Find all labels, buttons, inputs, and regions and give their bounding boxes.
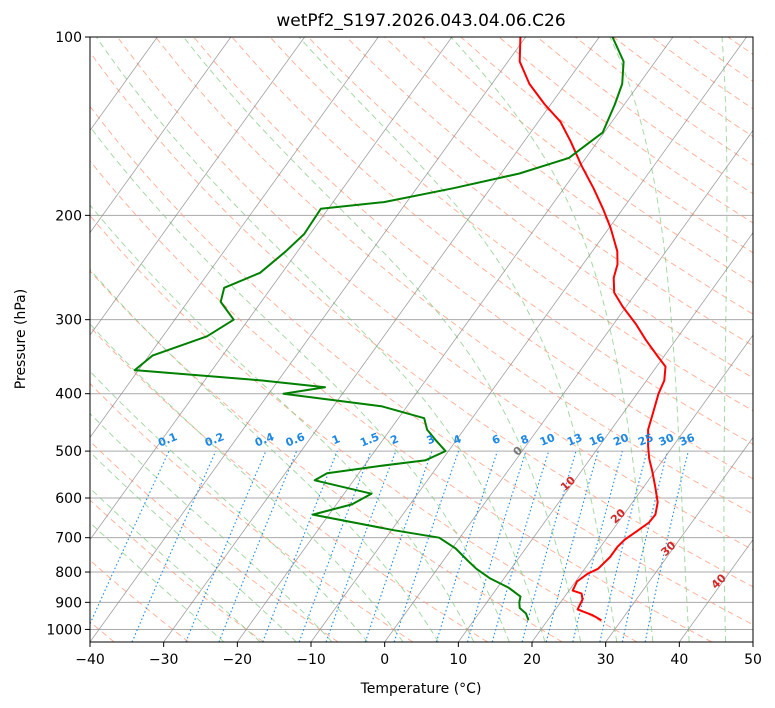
- mixing-ratio-label: 36: [678, 431, 697, 449]
- isotherm-line: [457, 232, 753, 642]
- y-tick-label: 800: [55, 565, 82, 581]
- plot-area: 0.10.20.40.611.52346810131620253036-100-…: [90, 37, 753, 642]
- mixing-ratio-line: [621, 450, 669, 642]
- mixing-ratio-line: [644, 450, 689, 642]
- x-tick-label: −40: [75, 652, 105, 668]
- moist-adiabat: [450, 37, 654, 642]
- moist-adiabat: [90, 370, 369, 642]
- mixing-ratio-line: [218, 450, 298, 642]
- moist-adiabat: [90, 521, 225, 642]
- dry-adiabat: [90, 214, 638, 642]
- dry-adiabat: [155, 37, 753, 515]
- chart-title: wetPf2_S197.2026.043.04.06.C26: [276, 11, 565, 31]
- moist-adiabat: [721, 37, 728, 642]
- mixing-ratio-line: [435, 450, 498, 642]
- isotherm-line: [605, 436, 753, 642]
- mixing-ratio-line: [185, 450, 267, 642]
- x-tick-label: 10: [449, 652, 467, 668]
- mixing-ratio-line: [466, 450, 527, 642]
- y-tick-label: 1000: [46, 622, 82, 638]
- mixing-ratio-line: [364, 450, 433, 642]
- y-tick-label: 100: [55, 30, 82, 46]
- mixing-ratio-label: 1: [330, 432, 342, 447]
- mixing-ratio-line: [262, 450, 338, 642]
- dry-adiabat: [90, 270, 563, 642]
- y-tick-label: 600: [55, 491, 82, 507]
- isotherm-line: [90, 37, 453, 541]
- isotherm-line: [310, 37, 747, 642]
- x-tick-label: 30: [597, 652, 615, 668]
- dry-adiabat: [90, 160, 712, 642]
- mixing-ratio-line: [298, 450, 372, 642]
- mixing-ratio-line: [325, 450, 397, 642]
- profile-series: [133, 37, 667, 622]
- mixing-ratio-line: [545, 450, 599, 642]
- mixing-ratio-label: 2: [389, 432, 401, 447]
- mixing-ratio-label: 10: [538, 431, 557, 449]
- dry-adiabat: [422, 37, 753, 284]
- mixing-ratio-label: 3: [425, 432, 437, 447]
- y-tick-label: 500: [55, 444, 82, 460]
- x-tick-label: 50: [744, 652, 762, 668]
- y-axis-ticks: 100 200 300 400 500 600 700 800 900 1000: [46, 30, 90, 638]
- mixing-ratio-label: 8: [519, 432, 531, 447]
- y-tick-label: 400: [55, 387, 82, 403]
- isotherm-line: [90, 37, 305, 336]
- dry-adiabat: [269, 37, 753, 412]
- y-tick-label: 900: [55, 595, 82, 611]
- x-tick-label: 20: [523, 652, 541, 668]
- x-tick-label: −10: [296, 652, 326, 668]
- dewpoint-profile: [133, 37, 625, 621]
- moist-adiabat: [90, 125, 510, 642]
- dry-adiabat: [90, 105, 753, 626]
- mixing-ratio-label: 16: [587, 431, 606, 449]
- x-tick-label: −20: [223, 652, 253, 668]
- isotherm-line: [90, 37, 232, 234]
- dry-adiabat: [90, 326, 488, 642]
- moist-adiabat: [90, 204, 475, 642]
- mixing-ratio-line: [599, 450, 648, 642]
- mixing-ratio-label: 20: [612, 431, 631, 449]
- temperature-profile: [518, 37, 667, 622]
- isotherm-line: [90, 37, 379, 439]
- dry-adiabat: [231, 37, 753, 445]
- isotherm-line: [163, 37, 600, 642]
- x-axis-label: Temperature (°C): [360, 681, 482, 697]
- skewed-isotherms: [90, 37, 753, 642]
- isotherm-line: [236, 37, 674, 642]
- dry-adiabat: [90, 51, 753, 588]
- plot-frame: [89, 36, 754, 643]
- isotherm-line: [531, 334, 753, 642]
- y-tick-label: 700: [55, 531, 82, 547]
- y-axis-label: Pressure (hPa): [13, 289, 29, 389]
- moist-adiabat: [298, 37, 618, 642]
- isobar-gridlines: [90, 37, 753, 630]
- dry-adiabat: [384, 37, 753, 315]
- mixing-ratio-label: 13: [565, 431, 584, 449]
- moist-adiabat: [609, 37, 690, 642]
- x-tick-label: 40: [670, 652, 688, 668]
- mixing-ratio-label: 30: [657, 431, 676, 449]
- x-axis-ticks: −40 −30 −20 −10 0 10 20 30 40 50: [75, 642, 762, 668]
- moist-adiabat: [90, 451, 297, 642]
- isotherm-line: [678, 538, 753, 642]
- y-tick-label: 300: [55, 313, 82, 329]
- dry-adiabat: [90, 499, 264, 642]
- moist-adiabat: [90, 487, 261, 642]
- mixing-ratio-line: [572, 450, 623, 642]
- moist-adiabat: [90, 268, 439, 642]
- x-tick-label: −30: [149, 652, 179, 668]
- isotherm-line: [90, 37, 526, 642]
- dry-adiabat: [193, 37, 753, 480]
- isotherm-line: [384, 129, 753, 642]
- x-tick-label: 0: [380, 652, 389, 668]
- mixing-ratio-label: 25: [636, 431, 655, 449]
- moist-adiabat: [95, 37, 546, 642]
- moist-adiabat: [90, 323, 404, 642]
- y-tick-label: 200: [55, 208, 82, 224]
